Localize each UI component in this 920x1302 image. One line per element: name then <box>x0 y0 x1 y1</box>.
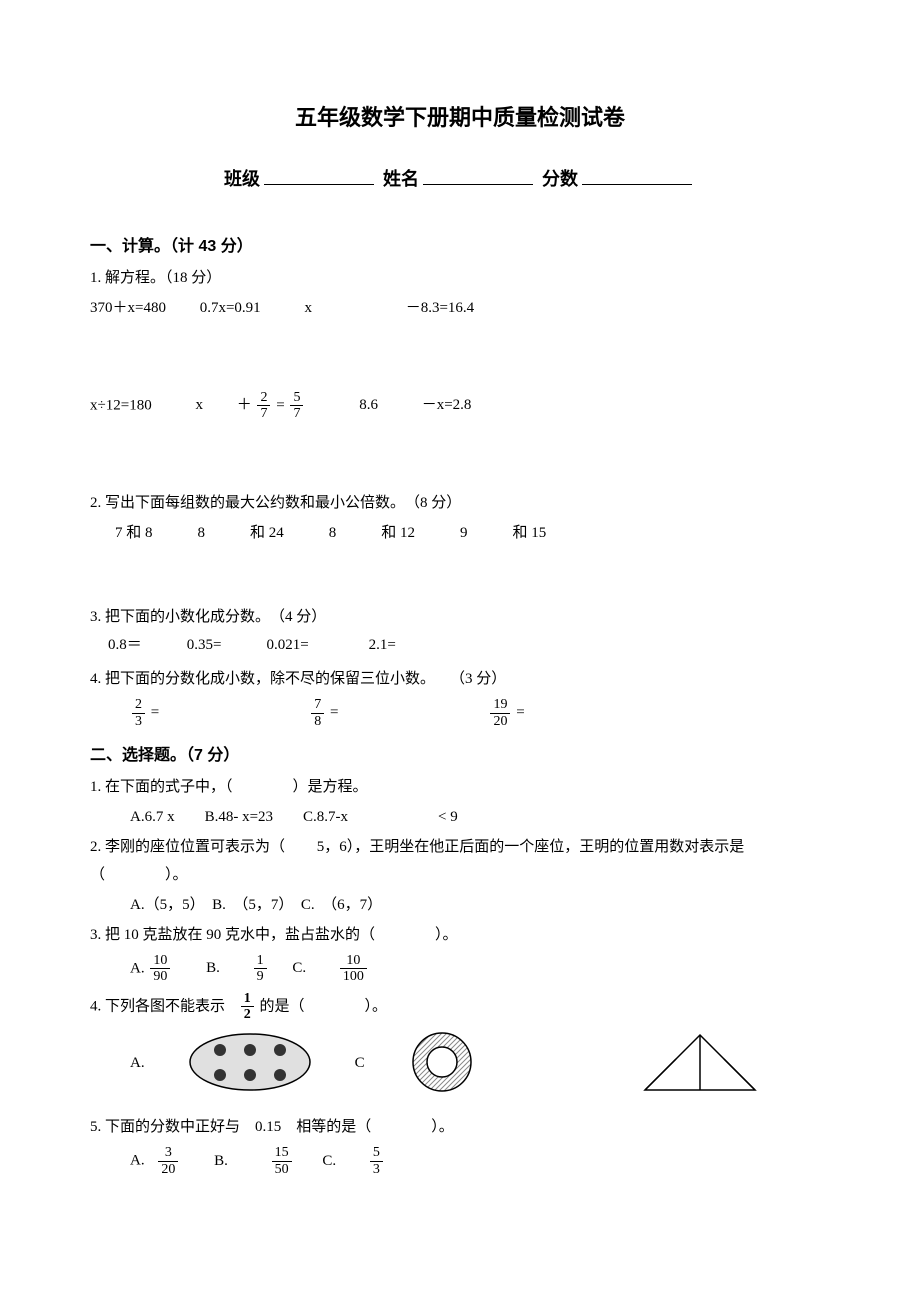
q2-5-opts: A. 320 B. 1550 C. 53 <box>130 1145 830 1177</box>
eq-1a: 370＋x=480 <box>90 300 166 316</box>
circle-icon <box>405 1030 480 1095</box>
q2-2-b: 5，6），王明坐在他正后面的一个座位，王明的位置用数对表示是 <box>317 839 745 855</box>
q2-2-opts: A.（5，5） B. （5，7） C. （6，7） <box>130 893 830 917</box>
eq-2d: －x=2.8 <box>422 397 472 413</box>
q2-1-label: 1. 在下面的式子中，（ ）是方程。 <box>90 775 830 799</box>
eq2: = <box>330 705 338 721</box>
q1-1-row1: 370＋x=480 0.7x=0.91 x －8.3=16.4 <box>90 296 830 320</box>
q2-3-label: 3. 把 10 克盐放在 90 克水中，盐占盐水的（ ）。 <box>90 923 830 947</box>
eq-1d: －8.3=16.4 <box>406 300 474 316</box>
eq-2b-eq: = <box>276 397 284 413</box>
q1-3-label: 3. 把下面的小数化成分数。 （4 分） <box>90 605 830 629</box>
opt5-a: A. <box>130 1153 145 1169</box>
triangle-icon <box>640 1030 760 1095</box>
frac-10-100: 10100 <box>340 953 367 985</box>
name-blank <box>423 165 533 185</box>
eq-1b: 0.7x=0.91 <box>200 300 261 316</box>
q2-4-label: 4. 下列各图不能表示 12 的是（ ）。 <box>90 991 830 1023</box>
q1-4-fracs: 23 = 78 = 1920 = <box>130 697 830 729</box>
eq-2a: x÷12=180 <box>90 397 152 413</box>
q1-1-label: 1. 解方程。（18 分） <box>90 266 830 290</box>
section-2-heading: 二、选择题。（7 分） <box>90 743 830 769</box>
q2-4-a: 4. 下列各图不能表示 <box>90 998 225 1014</box>
opt-a: A. <box>130 960 145 976</box>
q1-3-items: 0.8＝ 0.35= 0.021= 2.1= <box>108 633 830 657</box>
eq1: = <box>151 705 159 721</box>
eq-2b-pre: x <box>195 397 203 413</box>
q1-1-row2: x÷12=180 x ＋ 27 = 57 8.6 －x=2.8 <box>90 390 830 422</box>
frac-2-7: 27 <box>257 390 270 422</box>
opt-c-label: C <box>355 1051 365 1075</box>
q2-2-a: 2. 李刚的座位位置可表示为（ <box>90 839 285 855</box>
score-label: 分数 <box>542 169 578 189</box>
q1-2-items: 7 和 8 8 和 24 8 和 12 9 和 15 <box>115 521 830 545</box>
frac-3-20: 320 <box>158 1145 178 1177</box>
exam-title: 五年级数学下册期中质量检测试卷 <box>90 100 830 135</box>
name-label: 姓名 <box>383 169 419 189</box>
class-blank <box>264 165 374 185</box>
q2-3-opts: A. 1090 B. 19 C. 10100 <box>130 953 830 985</box>
q2-2-paren: （ ）。 <box>90 863 830 887</box>
opt-a-label: A. <box>130 1051 145 1075</box>
q2-1-opts: A.6.7 x B.48- x=23 C.8.7-x < 9 <box>130 805 830 829</box>
header-line: 班级 姓名 分数 <box>90 165 830 194</box>
frac-5-3: 53 <box>370 1145 383 1177</box>
frac-7-8: 78 <box>311 697 324 729</box>
q1-4-label: 4. 把下面的分数化成小数，除不尽的保留三位小数。 （3 分） <box>90 667 830 691</box>
opt-c: C. <box>292 960 306 976</box>
eq-1c: x <box>304 300 312 316</box>
q2-2-label: 2. 李刚的座位位置可表示为（ 5，6），王明坐在他正后面的一个座位，王明的位置… <box>90 835 830 859</box>
frac-19-20: 1920 <box>490 697 510 729</box>
frac-2-3: 23 <box>132 697 145 729</box>
q2-4-b: 的是（ ）。 <box>260 998 388 1014</box>
opt5-c: C. <box>322 1153 336 1169</box>
eq-2c: 8.6 <box>359 397 378 413</box>
opt-b: B. <box>206 960 220 976</box>
opt5-b: B. <box>214 1153 228 1169</box>
frac-1-9: 19 <box>254 953 267 985</box>
q1-2-label: 2. 写出下面每组数的最大公约数和最小公倍数。 （8 分） <box>90 491 830 515</box>
class-label: 班级 <box>224 169 260 189</box>
score-blank <box>582 165 692 185</box>
q2-5-label: 5. 下面的分数中正好与 0.15 相等的是（ ）。 <box>90 1115 830 1139</box>
frac-15-50: 1550 <box>272 1145 292 1177</box>
frac-10-90: 1090 <box>150 953 170 985</box>
ellipse-icon <box>185 1030 315 1095</box>
eq-2b-plus: ＋ <box>237 397 252 413</box>
section-1-heading: 一、计算。（计 43 分） <box>90 234 830 260</box>
eq3: = <box>516 705 524 721</box>
q2-4-figures: A. C <box>130 1030 830 1095</box>
frac-1-2: 12 <box>241 991 254 1023</box>
frac-5-7: 57 <box>290 390 303 422</box>
